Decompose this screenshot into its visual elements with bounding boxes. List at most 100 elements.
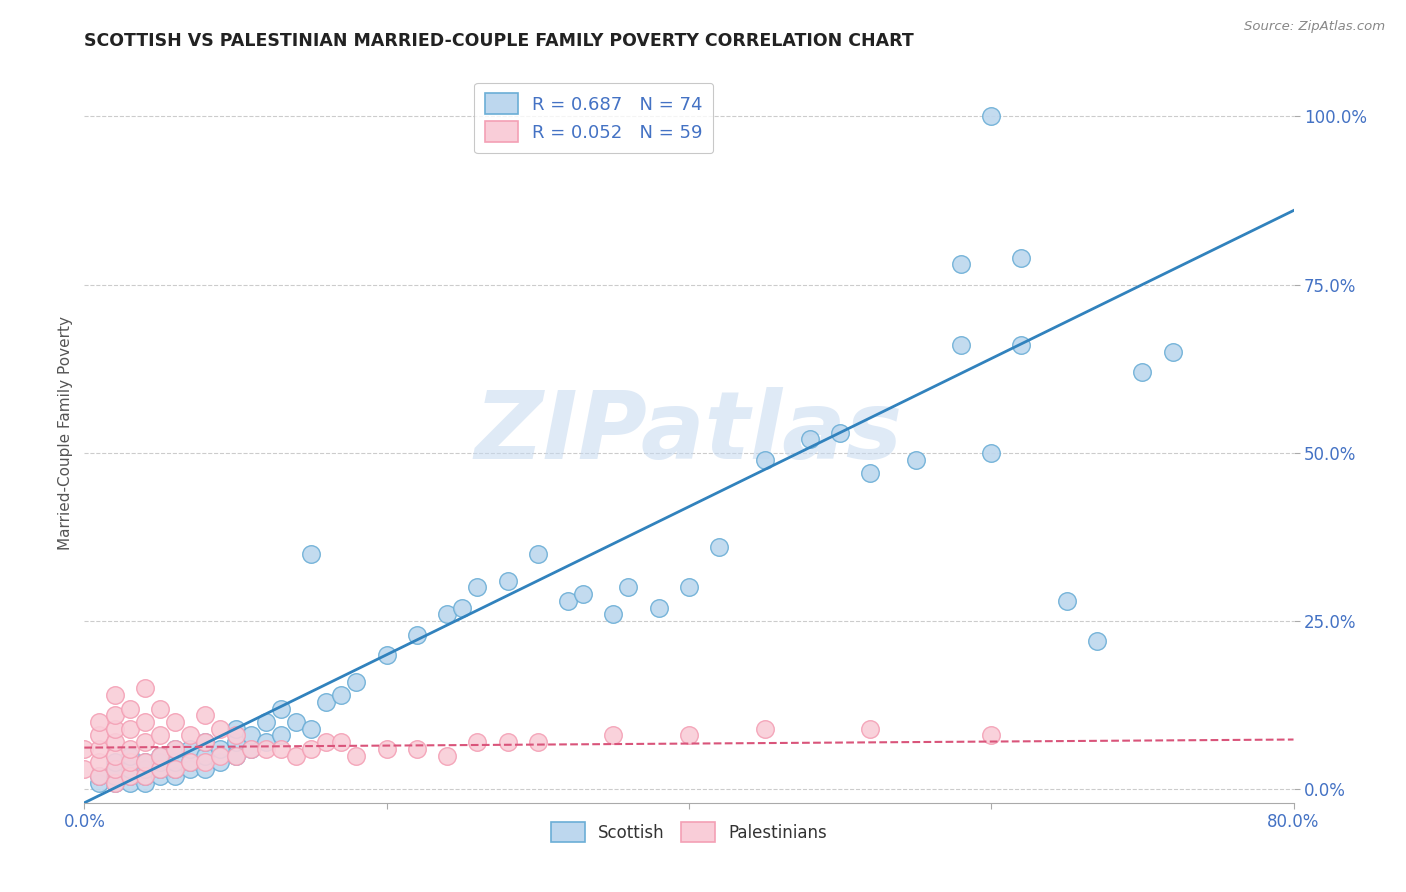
Point	[104, 708, 127, 723]
Point	[330, 735, 353, 749]
Point	[270, 701, 292, 715]
Point	[179, 756, 201, 770]
Point	[980, 446, 1002, 460]
Point	[527, 547, 550, 561]
Point	[406, 627, 429, 641]
Point	[73, 762, 96, 776]
Point	[134, 714, 156, 729]
Point	[1161, 344, 1184, 359]
Point	[299, 742, 322, 756]
Point	[830, 425, 852, 440]
Point	[104, 722, 127, 736]
Point	[194, 762, 217, 776]
Point	[104, 756, 127, 770]
Point	[149, 769, 172, 783]
Point	[225, 748, 247, 763]
Point	[194, 735, 217, 749]
Point	[149, 748, 172, 763]
Point	[285, 714, 308, 729]
Point	[436, 748, 458, 763]
Point	[89, 729, 111, 743]
Point	[496, 735, 519, 749]
Point	[104, 735, 127, 749]
Point	[149, 756, 172, 770]
Point	[299, 722, 322, 736]
Point	[225, 748, 247, 763]
Point	[104, 775, 127, 789]
Point	[225, 729, 247, 743]
Point	[89, 742, 111, 756]
Point	[980, 729, 1002, 743]
Point	[315, 735, 337, 749]
Point	[134, 762, 156, 776]
Point	[179, 762, 201, 776]
Point	[134, 775, 156, 789]
Point	[104, 769, 127, 783]
Point	[1011, 251, 1033, 265]
Point	[375, 648, 398, 662]
Point	[165, 756, 187, 770]
Point	[104, 762, 127, 776]
Point	[149, 762, 172, 776]
Point	[754, 722, 776, 736]
Point	[346, 674, 368, 689]
Point	[225, 722, 247, 736]
Point	[1056, 594, 1078, 608]
Point	[165, 742, 187, 756]
Point	[602, 729, 624, 743]
Point	[149, 762, 172, 776]
Point	[315, 695, 337, 709]
Point	[950, 257, 973, 271]
Point	[165, 714, 187, 729]
Point	[89, 714, 111, 729]
Point	[346, 748, 368, 763]
Point	[617, 581, 640, 595]
Point	[134, 681, 156, 696]
Point	[134, 756, 156, 770]
Point	[254, 714, 277, 729]
Point	[1011, 338, 1033, 352]
Point	[285, 748, 308, 763]
Point	[194, 756, 217, 770]
Point	[375, 742, 398, 756]
Point	[950, 338, 973, 352]
Point	[225, 735, 247, 749]
Point	[165, 742, 187, 756]
Point	[859, 466, 882, 480]
Point	[239, 729, 262, 743]
Point	[89, 769, 111, 783]
Point	[451, 600, 474, 615]
Point	[89, 775, 111, 789]
Point	[678, 729, 700, 743]
Text: ZIPatlas: ZIPatlas	[475, 386, 903, 479]
Point	[1085, 634, 1108, 648]
Point	[496, 574, 519, 588]
Point	[467, 735, 489, 749]
Point	[859, 722, 882, 736]
Point	[299, 547, 322, 561]
Point	[179, 742, 201, 756]
Point	[194, 748, 217, 763]
Point	[104, 762, 127, 776]
Point	[149, 701, 172, 715]
Point	[209, 756, 232, 770]
Point	[118, 775, 141, 789]
Point	[118, 748, 141, 763]
Point	[118, 762, 141, 776]
Point	[165, 762, 187, 776]
Point	[118, 756, 141, 770]
Point	[179, 756, 201, 770]
Point	[118, 742, 141, 756]
Point	[980, 109, 1002, 123]
Point	[149, 729, 172, 743]
Point	[89, 769, 111, 783]
Point	[330, 688, 353, 702]
Point	[118, 722, 141, 736]
Point	[254, 742, 277, 756]
Point	[904, 452, 927, 467]
Point	[209, 722, 232, 736]
Point	[709, 540, 731, 554]
Point	[89, 756, 111, 770]
Point	[194, 735, 217, 749]
Point	[602, 607, 624, 622]
